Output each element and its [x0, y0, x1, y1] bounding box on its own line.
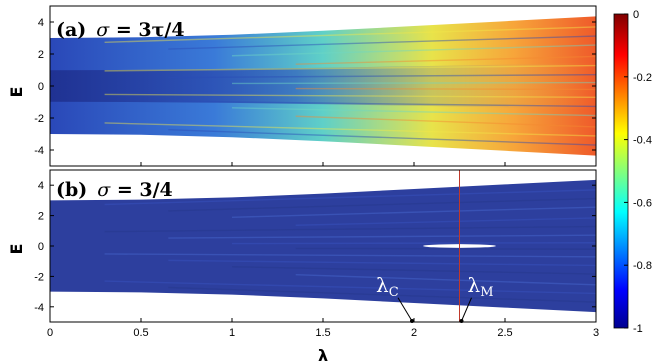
band-streak	[168, 234, 596, 239]
x-tick-label: 2.5	[497, 327, 512, 339]
band-streak	[168, 259, 596, 267]
band-streak	[168, 73, 596, 79]
x-tick-label: 1	[229, 327, 235, 339]
band-streak	[104, 93, 596, 99]
y-tick-label: 2	[38, 211, 44, 223]
colorbar: 0 -0.2 -0.4 -0.6 -0.8 -1	[613, 9, 652, 335]
y-tick-label: -4	[34, 302, 44, 314]
band-streak	[231, 107, 596, 117]
panel-b-annotations: λC λM	[376, 273, 494, 323]
x-axis-label: λ	[318, 346, 328, 364]
colorbar-tick-label: -0.6	[633, 197, 652, 209]
annotation-arrow-head	[459, 319, 464, 323]
panel-a: 4 2 0 -2 -4 E (a) σ = 3τ/4	[7, 5, 597, 167]
y-tick-label: -4	[34, 145, 44, 157]
band-streak	[104, 189, 596, 206]
annotation-arrow-head	[410, 319, 414, 323]
band-streak	[168, 286, 596, 303]
annotation-symbol: λ	[468, 273, 481, 297]
colorbar-tick-label: -0.2	[633, 72, 652, 84]
band-streak	[295, 274, 596, 286]
y-tick-label: 0	[38, 81, 44, 93]
x-tick-label: 1.5	[315, 327, 330, 339]
band-streak	[295, 115, 596, 128]
band-streak	[168, 35, 596, 50]
panel-b-stripes	[104, 189, 596, 303]
band-streak	[104, 122, 596, 137]
panel-b: 420-2-4 0 0.5 1 1.5 2 2.5 3 E λ (b) σ = 3/4 λC λ…	[7, 162, 599, 364]
band-streak	[104, 64, 596, 72]
x-tick-label: 2	[411, 327, 417, 339]
annotation-symbol: λ	[376, 273, 389, 297]
panel-a-band-core	[50, 63, 596, 109]
band-streak	[104, 253, 596, 258]
band-streak	[104, 26, 596, 44]
y-tick-label: 4	[38, 180, 44, 192]
band-streak	[231, 44, 596, 57]
y-tick-label: 2	[38, 49, 44, 61]
band-streak	[231, 206, 596, 218]
annotation-arrow	[461, 297, 472, 322]
band-streak	[231, 81, 596, 85]
y-tick-label: -2	[34, 113, 44, 125]
panel-a-ylabel: E	[7, 87, 26, 98]
band-streak	[231, 242, 596, 245]
annotation-arrow	[397, 297, 413, 322]
x-tick-label: 3	[593, 327, 599, 339]
panel-b-y-ticks: 4 2 0 -2 -4	[34, 180, 596, 314]
annotation-subscript: M	[480, 285, 493, 300]
colorbar-tick-label: -0.8	[633, 260, 652, 272]
colorbar-tick-label: -0.4	[633, 135, 652, 147]
y-tick-label: -2	[34, 271, 44, 283]
x-tick-label: 0	[47, 327, 53, 339]
colorbar-tick-label: 0	[633, 9, 639, 21]
panel-a-title: (a) σ = 3τ/4	[56, 19, 185, 41]
panel-b-ylabel: E	[7, 244, 26, 255]
panel-b-title: (b) σ = 3/4	[56, 179, 173, 201]
band-streak	[295, 55, 596, 65]
band-streak	[168, 128, 596, 146]
band-streak	[104, 225, 596, 233]
x-tick-label: 0.5	[133, 327, 148, 339]
annotation-label: λC	[376, 273, 399, 300]
panel-a-y-ticks: 4 2 0 -2 -4	[34, 17, 596, 157]
band-streak	[295, 247, 596, 250]
panel-a-stripes	[104, 26, 596, 146]
panel-b-x-ticks: 0 0.5 1 1.5 2 2.5 3	[47, 162, 599, 339]
annotation-label: λM	[468, 273, 494, 300]
y-tick-label: 0	[38, 241, 44, 253]
band-streak	[231, 266, 596, 275]
y-tick-label: 4	[38, 17, 44, 29]
band-streak	[168, 100, 596, 108]
annotation-subscript: C	[389, 285, 399, 300]
colorbar-tick-label: -1	[633, 323, 643, 335]
band-streak	[168, 197, 596, 212]
colorbar-scale	[613, 13, 629, 329]
band-streak	[295, 87, 596, 91]
band-streak	[295, 217, 596, 226]
colorbar-ticks: 0 -0.2 -0.4 -0.6 -0.8 -1	[624, 9, 652, 335]
band-streak	[104, 280, 596, 295]
